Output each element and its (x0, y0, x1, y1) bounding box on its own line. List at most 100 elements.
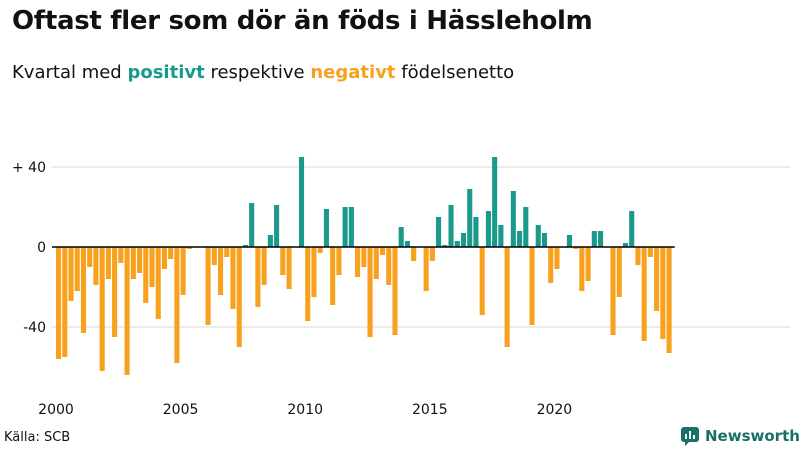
data-bar (168, 247, 174, 259)
data-bar (74, 247, 80, 291)
data-bar (548, 247, 554, 283)
data-bar (442, 245, 448, 247)
data-bar (404, 241, 410, 247)
data-bar (585, 247, 591, 281)
brand-logo: Newsworthy (680, 426, 800, 446)
data-bar (666, 247, 672, 353)
data-bar (616, 247, 622, 297)
data-bar (554, 247, 560, 269)
data-bar (635, 247, 641, 265)
data-bar (460, 233, 467, 247)
data-bar (161, 247, 168, 269)
data-bar (149, 247, 155, 287)
data-bar (186, 247, 192, 249)
data-bar (136, 247, 143, 273)
data-bar (579, 247, 585, 291)
data-bar (80, 247, 87, 333)
data-bar (311, 247, 317, 297)
data-bar (62, 247, 68, 357)
data-bar (355, 247, 361, 277)
data-bar (348, 207, 354, 247)
data-bar (529, 247, 535, 325)
data-bar (124, 247, 130, 375)
data-bar (280, 247, 286, 275)
data-bar (411, 247, 417, 261)
data-bar (485, 211, 491, 247)
x-tick-label: 2000 (38, 402, 74, 418)
data-bar (323, 209, 329, 247)
data-bar (236, 247, 242, 347)
data-bar (174, 247, 180, 363)
source-note: Källa: SCB (4, 430, 71, 445)
subtitle-negative-keyword: negativt (310, 62, 396, 83)
chart-title: Oftast fler som dör än föds i Hässleholm (12, 6, 593, 36)
x-tick-label: 2015 (412, 402, 448, 418)
y-tick-label: 0 (37, 240, 46, 256)
data-bar (118, 247, 124, 263)
data-bar (510, 191, 516, 247)
data-bar (112, 247, 118, 337)
data-bar (298, 157, 305, 247)
data-bar (224, 247, 230, 257)
data-bar (473, 217, 479, 247)
data-bar (217, 247, 224, 295)
data-bar (423, 247, 429, 291)
x-tick-label: 2020 (537, 402, 573, 418)
data-bar (180, 247, 186, 295)
x-tick-label: 2010 (287, 402, 323, 418)
data-bar (336, 247, 342, 275)
y-tick-label: -40 (23, 320, 46, 336)
data-bar (386, 247, 392, 285)
data-bar (317, 247, 323, 253)
data-bar (591, 231, 597, 247)
data-bar (523, 207, 529, 247)
data-bar (535, 225, 541, 247)
data-bar (56, 247, 62, 359)
data-bar (598, 231, 604, 247)
data-bar (367, 247, 373, 337)
data-bar (479, 247, 485, 315)
subtitle-positive-keyword: positivt (127, 62, 205, 83)
data-bar (93, 247, 99, 285)
y-tick-label: + 40 (12, 160, 46, 176)
data-bar (274, 205, 280, 247)
subtitle-suffix: födelsenetto (401, 62, 515, 83)
data-bar (130, 247, 136, 279)
data-bar (105, 247, 111, 279)
data-bar (155, 247, 161, 319)
data-bar (541, 233, 548, 247)
data-bar (492, 157, 498, 247)
data-bar (398, 227, 404, 247)
data-bar (498, 225, 504, 247)
data-bar (436, 217, 442, 247)
data-bar (610, 247, 616, 335)
data-bar (361, 247, 367, 267)
chart-subtitle: Kvartal med positivt respektive negativt… (12, 62, 514, 83)
data-bar (230, 247, 236, 309)
data-bar (249, 203, 255, 247)
data-bar (647, 247, 653, 257)
data-bar (373, 247, 379, 279)
data-bar (454, 241, 460, 247)
data-bar (99, 247, 105, 371)
brand-name: Newsworthy (705, 427, 800, 445)
newsworthy-logo-icon (681, 427, 699, 446)
data-bar (267, 235, 273, 247)
data-bar (305, 247, 311, 321)
data-bar (504, 247, 510, 347)
data-bar (654, 247, 660, 311)
data-bar (629, 211, 635, 247)
data-bar (342, 207, 348, 247)
data-bar (87, 247, 93, 267)
data-bar (660, 247, 666, 339)
x-tick-label: 2005 (163, 402, 199, 418)
data-bar (205, 247, 211, 325)
data-bar (242, 245, 248, 247)
data-bar (68, 247, 74, 301)
data-bar (448, 205, 454, 247)
data-bar (286, 247, 292, 289)
data-bar (517, 231, 523, 247)
data-bar (467, 189, 473, 247)
data-bar (143, 247, 149, 303)
